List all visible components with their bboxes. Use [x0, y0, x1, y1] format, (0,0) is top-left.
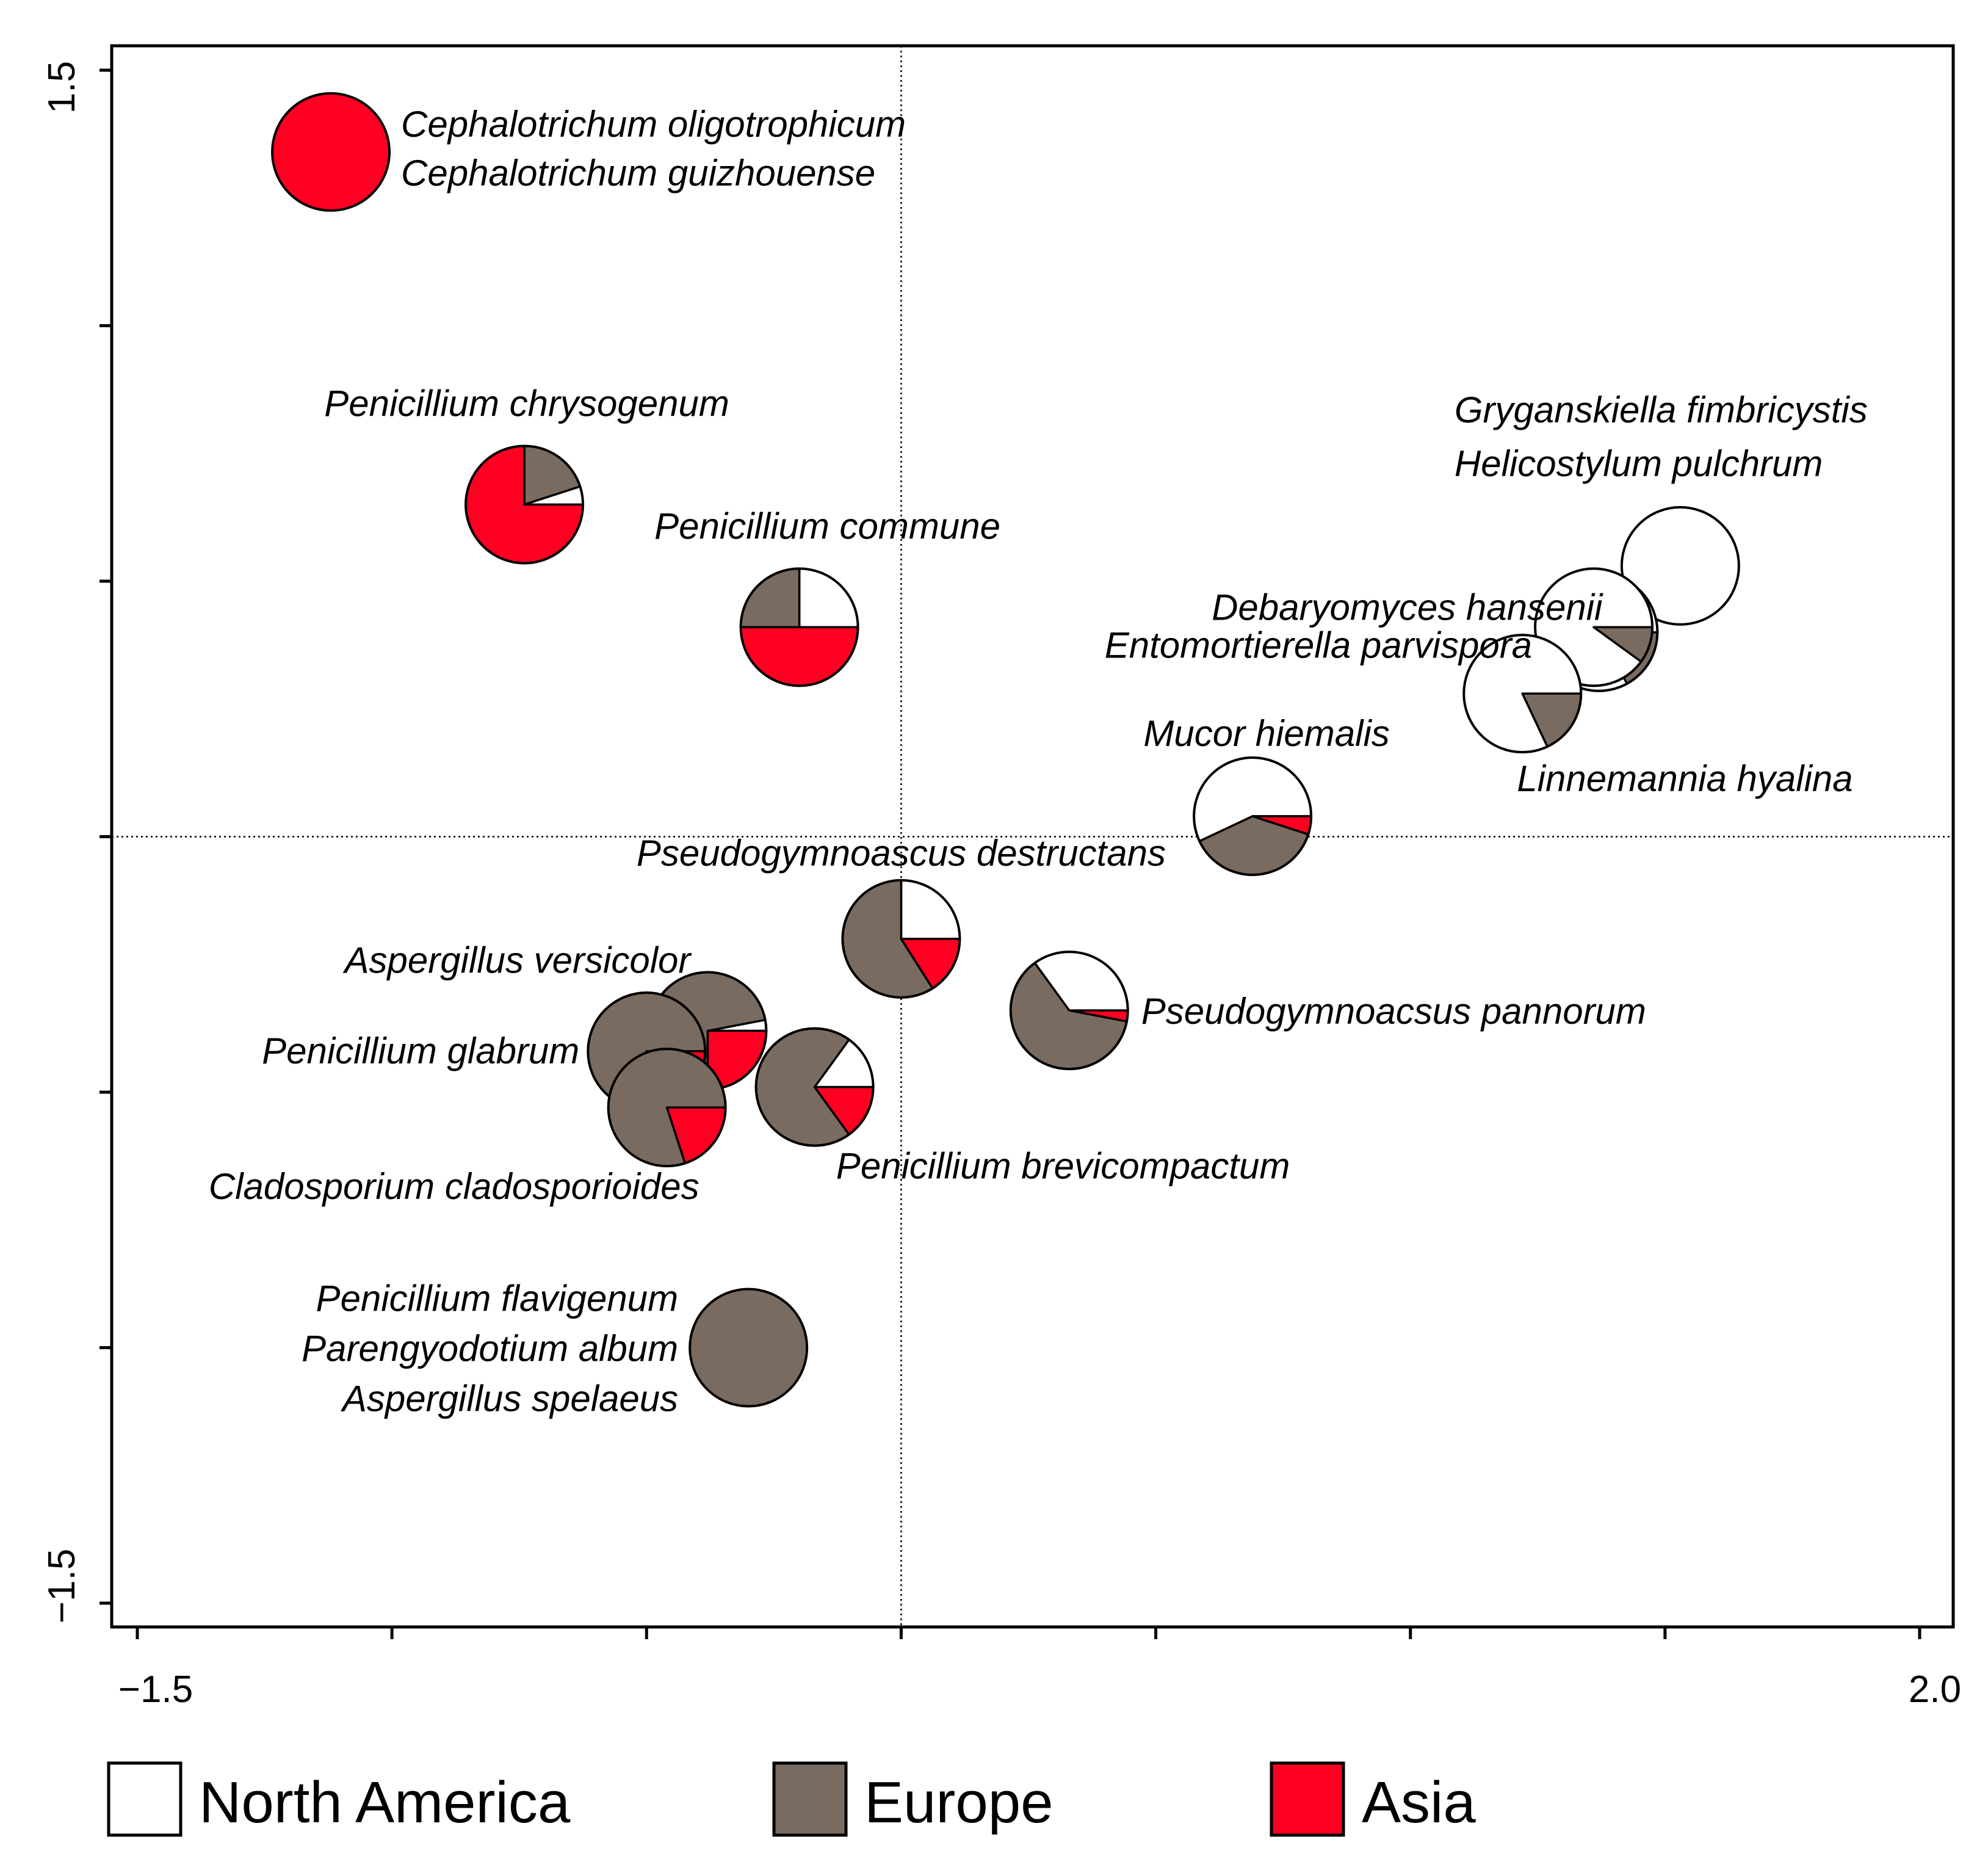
y-tick-label-max: 1.5	[41, 61, 83, 114]
y-tick-label-min: −1.5	[41, 1549, 83, 1623]
pie-outline	[754, 1027, 875, 1147]
pie-outline	[1193, 756, 1313, 877]
legend-item-asia: Asia	[1270, 1761, 1476, 1837]
species-label: Entomortierella parvispora	[1105, 625, 1532, 665]
species-label: Helicostylum pulchrum	[1455, 443, 1823, 484]
pie-marker	[754, 1027, 875, 1147]
pie-marker	[1193, 756, 1313, 877]
species-label: Parengyodotium album	[302, 1328, 678, 1369]
pie-outline	[739, 567, 859, 687]
pie-marker	[607, 1048, 727, 1168]
species-label: Linnemannia hyalina	[1517, 758, 1852, 799]
pie-marker	[1462, 634, 1583, 754]
species-label: Pseudogymnoascus destructans	[637, 833, 1166, 874]
pie-marker	[1009, 951, 1129, 1071]
species-labels: Cephalotrichum oligotrophicum Cephalotric…	[209, 104, 1868, 1419]
pie-marker	[464, 444, 585, 565]
species-label: Pseudogymnoacsus pannorum	[1141, 991, 1646, 1032]
reference-lines	[112, 46, 1953, 1627]
legend-item-north-america: North America	[107, 1761, 571, 1837]
legend-swatch-europe	[772, 1761, 848, 1837]
pie-outline	[1534, 567, 1654, 687]
pie-marker	[271, 92, 391, 212]
species-label: Penicillium commune	[654, 505, 1000, 546]
pie-outline	[1009, 951, 1129, 1071]
pie-outline	[464, 444, 585, 565]
pie-marker	[841, 878, 961, 999]
legend-label-asia: Asia	[1362, 1770, 1476, 1835]
pie-outline	[607, 1048, 727, 1168]
legend-label-north-america: North America	[199, 1770, 571, 1835]
species-label: Cladosporium cladosporioides	[209, 1166, 699, 1207]
species-label: Aspergillus spelaeus	[341, 1378, 678, 1419]
species-label: Penicillium chrysogenum	[324, 383, 729, 424]
x-tick-label-min: −1.5	[118, 1668, 193, 1711]
pie-slice-europe	[689, 1288, 809, 1408]
species-label: Penicillium flavigenum	[316, 1278, 679, 1319]
legend-swatch-north-america	[107, 1761, 183, 1837]
legend-label-europe: Europe	[864, 1770, 1054, 1835]
pie-slice-north-america	[1620, 505, 1740, 626]
pie-marker	[689, 1288, 809, 1408]
x-tick-label-max: 2.0	[1909, 1668, 1961, 1711]
species-label: Gryganskiella fimbricystis	[1455, 389, 1868, 430]
species-label: Penicillium glabrum	[262, 1031, 579, 1071]
legend-item-europe: Europe	[772, 1761, 1054, 1837]
pie-marker	[1620, 505, 1740, 626]
pie-markers	[271, 92, 1740, 1408]
pie-slice-asia	[271, 92, 391, 212]
species-label: Cephalotrichum guizhouense	[401, 153, 875, 194]
legend-swatch-asia	[1270, 1761, 1345, 1837]
species-label: Debaryomyces hansenii	[1212, 587, 1603, 628]
pie-outline	[841, 878, 961, 999]
species-label: Penicillium brevicompactum	[836, 1146, 1290, 1187]
pie-marker	[739, 567, 859, 687]
pie-slice-asia	[739, 626, 859, 687]
species-label: Mucor hiemalis	[1143, 713, 1389, 754]
species-label: Aspergillus versicolor	[343, 940, 692, 981]
axis-tick-labels: −1.5 2.0 1.5 −1.5	[41, 61, 1961, 1711]
legend: North America Europe Asia	[107, 1761, 1476, 1837]
species-label: Cephalotrichum oligotrophicum	[401, 104, 906, 145]
axis-ticks	[99, 68, 1921, 1639]
pie-outline	[1462, 634, 1583, 754]
